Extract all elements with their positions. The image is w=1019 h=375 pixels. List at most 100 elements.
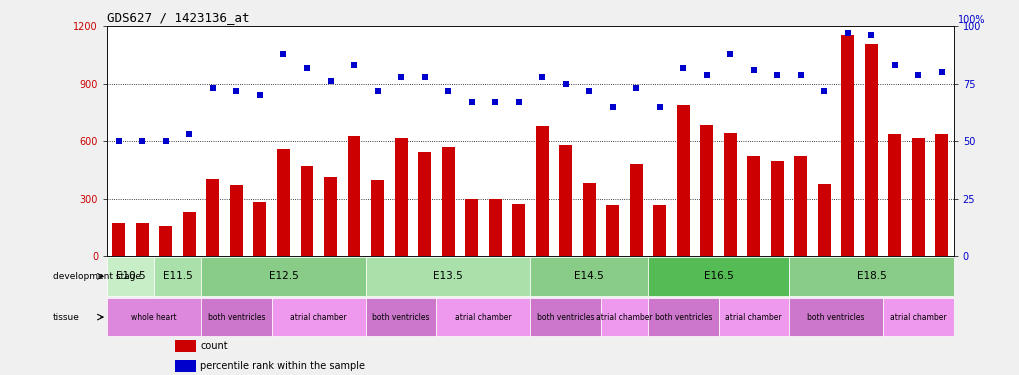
- Bar: [112, 222, 125, 256]
- Bar: [888, 135, 901, 256]
- Point: [111, 138, 127, 144]
- Bar: [789, 257, 953, 296]
- Bar: [366, 298, 436, 336]
- Text: atrial chamber: atrial chamber: [890, 313, 946, 322]
- Bar: [882, 298, 953, 336]
- Text: atrial chamber: atrial chamber: [290, 313, 346, 322]
- Point: [557, 81, 574, 87]
- Point: [581, 88, 597, 94]
- Bar: [723, 132, 736, 256]
- Bar: [600, 298, 647, 336]
- Text: atrial chamber: atrial chamber: [454, 313, 512, 322]
- Bar: [629, 164, 642, 256]
- Bar: [794, 156, 806, 256]
- Point: [275, 51, 291, 57]
- Text: both ventricles: both ventricles: [208, 313, 265, 322]
- Bar: [465, 199, 478, 256]
- Text: E10.5: E10.5: [116, 272, 146, 281]
- Bar: [201, 298, 271, 336]
- Point: [205, 85, 221, 91]
- Bar: [366, 257, 530, 296]
- Text: both ventricles: both ventricles: [654, 313, 711, 322]
- Bar: [229, 185, 243, 256]
- Bar: [418, 152, 431, 256]
- Text: E11.5: E11.5: [163, 272, 193, 281]
- Text: whole heart: whole heart: [131, 313, 176, 322]
- Point: [628, 85, 644, 91]
- Bar: [652, 205, 665, 256]
- Bar: [154, 257, 201, 296]
- Bar: [159, 226, 172, 256]
- Point: [768, 72, 785, 78]
- Bar: [605, 205, 619, 256]
- Text: 100%: 100%: [957, 15, 984, 25]
- Point: [604, 104, 621, 110]
- Bar: [371, 180, 383, 256]
- Point: [932, 69, 949, 75]
- Bar: [864, 45, 877, 256]
- Text: development stage: development stage: [53, 272, 141, 281]
- Text: both ventricles: both ventricles: [807, 313, 864, 322]
- Bar: [558, 145, 572, 256]
- Bar: [817, 184, 830, 256]
- Point: [651, 104, 667, 110]
- Bar: [107, 257, 154, 296]
- Bar: [254, 202, 266, 256]
- Bar: [394, 138, 408, 256]
- Bar: [530, 257, 647, 296]
- Text: percentile rank within the sample: percentile rank within the sample: [200, 361, 365, 371]
- Point: [135, 138, 151, 144]
- Text: tissue: tissue: [53, 313, 79, 322]
- Text: both ventricles: both ventricles: [372, 313, 429, 322]
- Bar: [911, 138, 924, 256]
- Text: atrial chamber: atrial chamber: [725, 313, 782, 322]
- Bar: [182, 212, 196, 256]
- Bar: [530, 298, 600, 336]
- Point: [463, 99, 479, 105]
- Bar: [271, 298, 366, 336]
- Text: GDS627 / 1423136_at: GDS627 / 1423136_at: [107, 11, 250, 24]
- Bar: [174, 360, 196, 372]
- Point: [510, 99, 526, 105]
- Point: [322, 78, 338, 84]
- Bar: [647, 257, 789, 296]
- Bar: [841, 35, 854, 256]
- Bar: [436, 298, 530, 336]
- Point: [792, 72, 808, 78]
- Point: [228, 88, 245, 94]
- Point: [486, 99, 502, 105]
- Point: [721, 51, 738, 57]
- Bar: [301, 166, 313, 256]
- Bar: [747, 156, 759, 256]
- Text: both ventricles: both ventricles: [536, 313, 594, 322]
- Point: [369, 88, 385, 94]
- Point: [299, 64, 315, 70]
- Bar: [512, 204, 525, 256]
- Point: [745, 67, 761, 73]
- Text: E18.5: E18.5: [856, 272, 886, 281]
- Point: [252, 92, 268, 98]
- Text: E14.5: E14.5: [574, 272, 603, 281]
- Point: [534, 74, 550, 80]
- Bar: [324, 177, 336, 256]
- Bar: [647, 298, 717, 336]
- Bar: [107, 298, 201, 336]
- Bar: [789, 298, 882, 336]
- Bar: [700, 125, 712, 256]
- Bar: [582, 183, 595, 256]
- Text: E12.5: E12.5: [268, 272, 299, 281]
- Bar: [174, 340, 196, 352]
- Bar: [201, 257, 366, 296]
- Point: [416, 74, 432, 80]
- Point: [909, 72, 925, 78]
- Bar: [535, 126, 548, 256]
- Point: [839, 30, 855, 36]
- Text: count: count: [200, 341, 227, 351]
- Bar: [277, 149, 289, 256]
- Point: [886, 62, 902, 68]
- Point: [698, 72, 714, 78]
- Bar: [136, 222, 149, 256]
- Bar: [934, 135, 948, 256]
- Bar: [770, 161, 783, 256]
- Point: [392, 74, 409, 80]
